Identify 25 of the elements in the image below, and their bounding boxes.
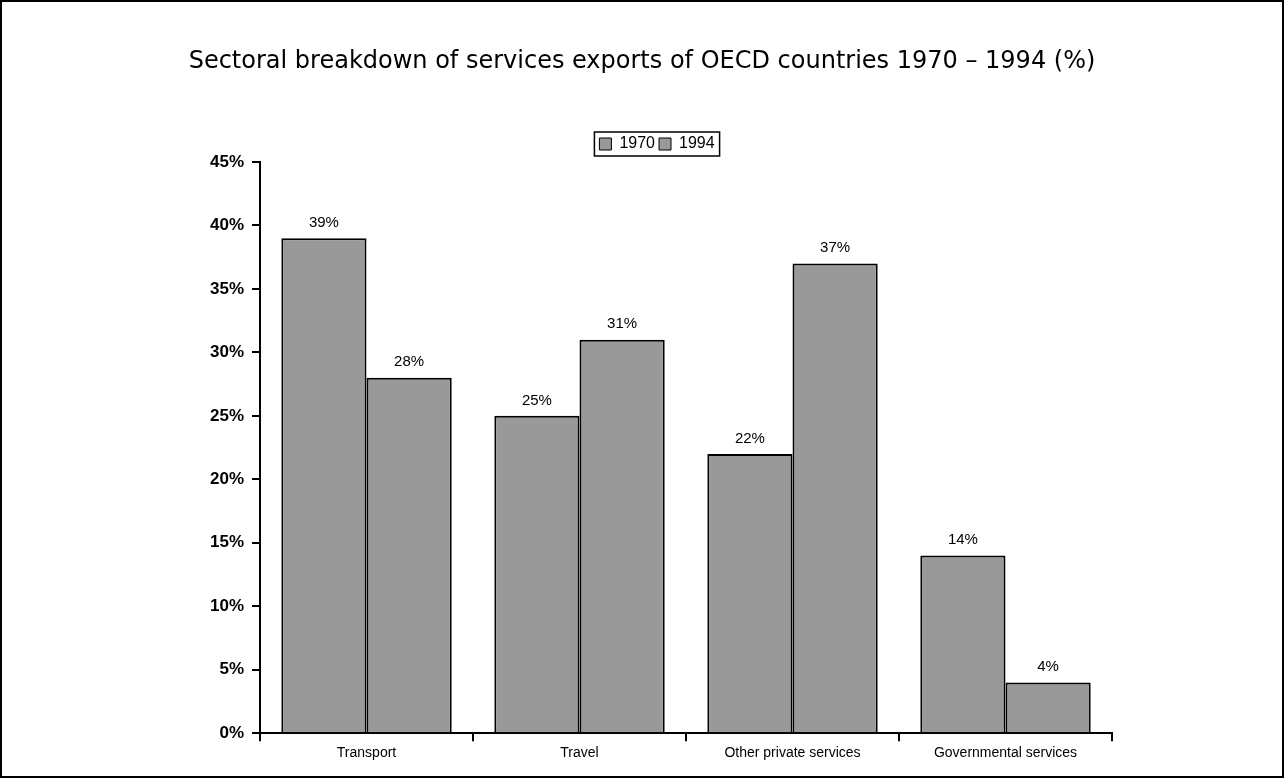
data-label: 28% — [394, 352, 425, 370]
chart-title: Sectoral breakdown of services exports of OECD countries 1970 – 1994 (%) — [187, 46, 1097, 74]
y-tick-label: 15% — [209, 532, 245, 552]
x-tick-label: Other private services — [724, 744, 861, 761]
data-label: 22% — [734, 428, 765, 446]
x-tick-label: Governmental services — [933, 744, 1078, 761]
data-label: 39% — [308, 212, 339, 230]
data-label: 25% — [521, 390, 552, 408]
y-tick-label: 5% — [219, 659, 245, 679]
x-tick-label: Travel — [560, 744, 599, 761]
data-label: 14% — [947, 530, 978, 548]
data-label: 31% — [607, 314, 638, 332]
y-tick-label: 0% — [219, 722, 245, 742]
y-tick-label: 35% — [209, 278, 245, 298]
legend-label: 1994 — [679, 134, 715, 152]
data-label: 37% — [820, 238, 851, 256]
y-tick-label: 30% — [209, 342, 245, 362]
data-label: 4% — [1037, 657, 1059, 675]
legend-label: 1970 — [619, 134, 656, 152]
y-tick-label: 20% — [209, 469, 245, 489]
x-tick-label: Transport — [336, 744, 397, 761]
y-tick-label: 10% — [209, 595, 245, 615]
y-tick-label: 45% — [209, 151, 245, 171]
y-tick-label: 40% — [209, 215, 245, 235]
y-tick-label: 25% — [209, 405, 245, 425]
